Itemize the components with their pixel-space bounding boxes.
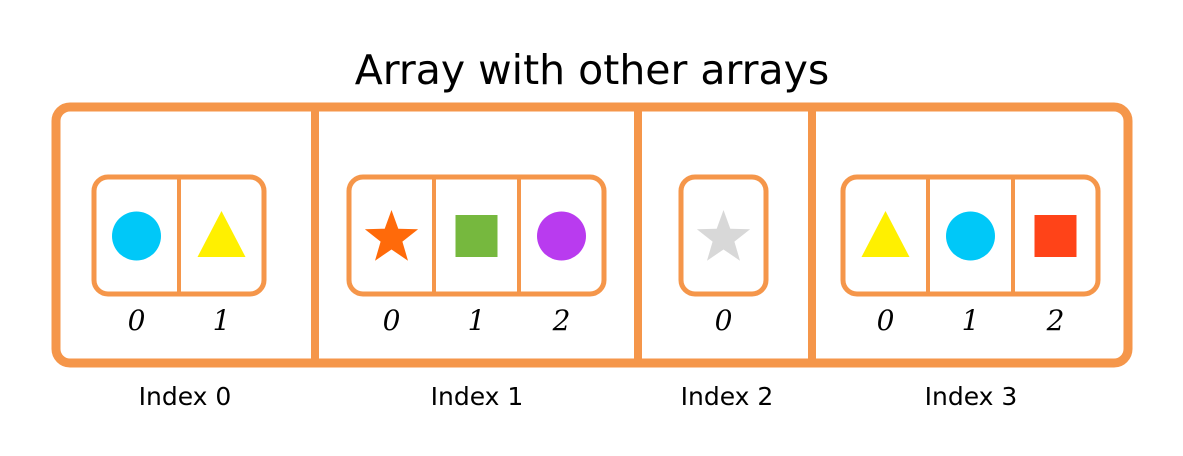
inner-index-label: 1 <box>213 304 231 337</box>
inner-index-label: 0 <box>877 304 895 337</box>
outer-array-frame <box>51 102 1133 368</box>
inner-cell: 0 <box>112 211 161 337</box>
circle-icon <box>537 211 586 261</box>
inner-index-label: 2 <box>1046 304 1065 337</box>
square-icon <box>1034 215 1077 257</box>
outer-array-slots: 0 1 Index 0 0 1 2 Index 1 0 Index 2 0 1 2 Index 3 <box>91 174 1101 411</box>
inner-cell: 1 <box>455 215 498 337</box>
outer-array-dividers <box>311 107 816 363</box>
outer-slot-label: Index 3 <box>925 382 1018 411</box>
inner-cell: 1 <box>197 211 246 337</box>
inner-cell: 2 <box>537 211 586 337</box>
inner-array-box <box>840 174 1101 297</box>
star-icon <box>696 210 751 261</box>
inner-cell: 0 <box>696 210 751 337</box>
triangle-icon <box>197 211 246 257</box>
outer-slot-0: 0 1 Index 0 <box>91 174 267 411</box>
outer-slot-2: 0 Index 2 <box>678 174 774 411</box>
inner-array-box <box>678 174 769 297</box>
inner-index-label: 2 <box>552 304 571 337</box>
outer-slot-label: Index 1 <box>431 382 524 411</box>
inner-array-box <box>346 174 607 297</box>
inner-index-label: 0 <box>715 304 733 337</box>
inner-cell: 2 <box>1034 215 1077 337</box>
outer-slot-3: 0 1 2 Index 3 <box>840 174 1101 411</box>
outer-slot-label: Index 0 <box>139 382 232 411</box>
inner-cell: 0 <box>364 210 419 337</box>
star-icon <box>364 210 419 261</box>
inner-index-label: 0 <box>383 304 401 337</box>
triangle-icon <box>861 211 910 257</box>
circle-icon <box>112 211 161 261</box>
inner-index-label: 1 <box>468 304 486 337</box>
square-icon <box>455 215 498 257</box>
inner-cell: 0 <box>861 211 910 337</box>
inner-index-label: 1 <box>962 304 980 337</box>
circle-icon <box>946 211 995 261</box>
inner-index-label: 0 <box>128 304 146 337</box>
outer-slot-label: Index 2 <box>681 382 774 411</box>
diagram-title: Array with other arrays <box>355 46 830 94</box>
inner-cell: 1 <box>946 211 995 337</box>
outer-slot-1: 0 1 2 Index 1 <box>346 174 607 411</box>
